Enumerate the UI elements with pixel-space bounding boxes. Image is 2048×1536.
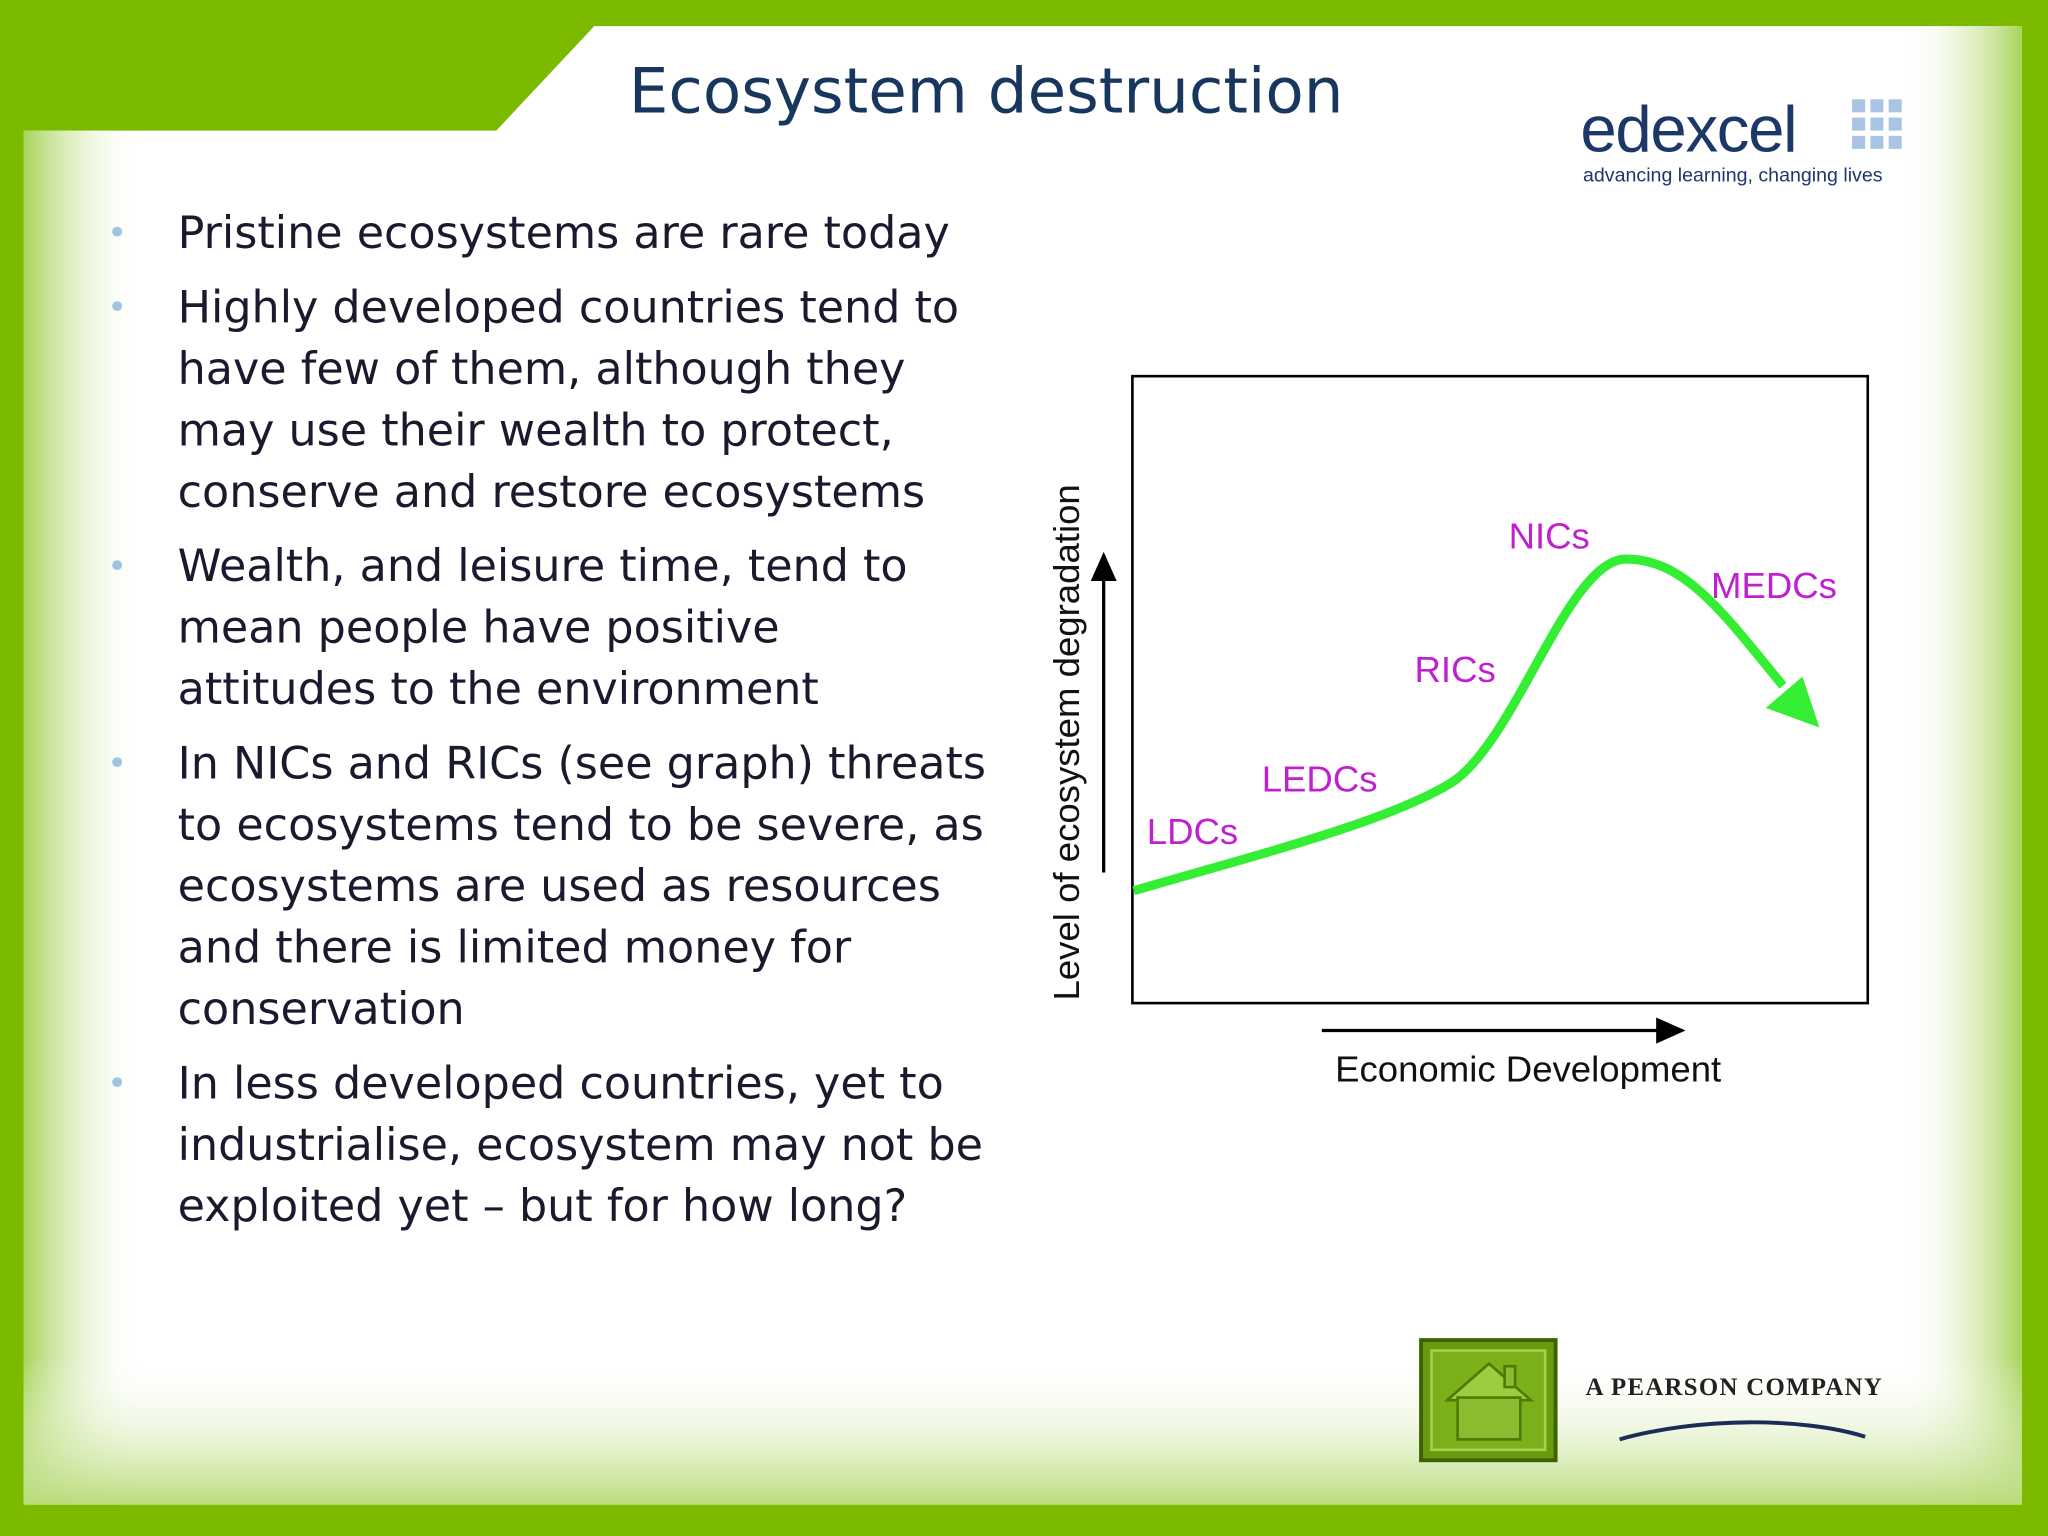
slide-title: Ecosystem destruction bbox=[628, 54, 1344, 128]
curve-label: RICs bbox=[1415, 649, 1496, 690]
diagram: LDCs LEDCs RICs NICs MEDCs Level of ecos… bbox=[1046, 374, 1870, 1089]
curve-label: LEDCs bbox=[1262, 759, 1378, 800]
bullet-marker: • bbox=[107, 547, 128, 587]
bullet-text: Highly developed countries tend to have … bbox=[177, 282, 960, 519]
curve-label: MEDCs bbox=[1711, 565, 1837, 606]
logo-tagline: advancing learning, changing lives bbox=[1583, 164, 1883, 187]
bullet-marker: • bbox=[107, 744, 128, 784]
bullet-text: In less developed countries, yet to indu… bbox=[177, 1057, 983, 1233]
bullet-item: • Pristine ecosystems are rare today bbox=[102, 204, 990, 265]
curve-label: LDCs bbox=[1147, 811, 1238, 852]
logo-name: edexcel bbox=[1580, 92, 1797, 166]
bullet-item: • Wealth, and leisure time, tend to mean … bbox=[102, 537, 990, 721]
bullet-marker: • bbox=[107, 214, 128, 254]
bullet-item: • In less developed countries, yet to ind… bbox=[102, 1054, 990, 1238]
home-button[interactable] bbox=[1419, 1338, 1558, 1463]
bullet-text: In NICs and RICs (see graph) threats to … bbox=[177, 737, 987, 1036]
y-axis-label: Level of ecosystem degradation bbox=[1046, 484, 1087, 1000]
company-name: A PEARSON COMPANY bbox=[1585, 1374, 1884, 1402]
bullet-marker: • bbox=[107, 288, 128, 328]
bullet-text: Pristine ecosystems are rare today bbox=[177, 207, 950, 260]
bullet-text: Wealth, and leisure time, tend to mean p… bbox=[177, 540, 908, 716]
curve-label: NICs bbox=[1509, 516, 1590, 557]
bullet-item: • In NICs and RICs (see graph) threats to… bbox=[102, 734, 990, 1041]
bullet-item: • Highly developed countries tend to have… bbox=[102, 278, 990, 524]
bullet-list: • Pristine ecosystems are rare today • High… bbox=[102, 204, 990, 1252]
x-axis-label: Economic Development bbox=[1335, 1048, 1721, 1089]
bullet-marker: • bbox=[107, 1064, 128, 1104]
